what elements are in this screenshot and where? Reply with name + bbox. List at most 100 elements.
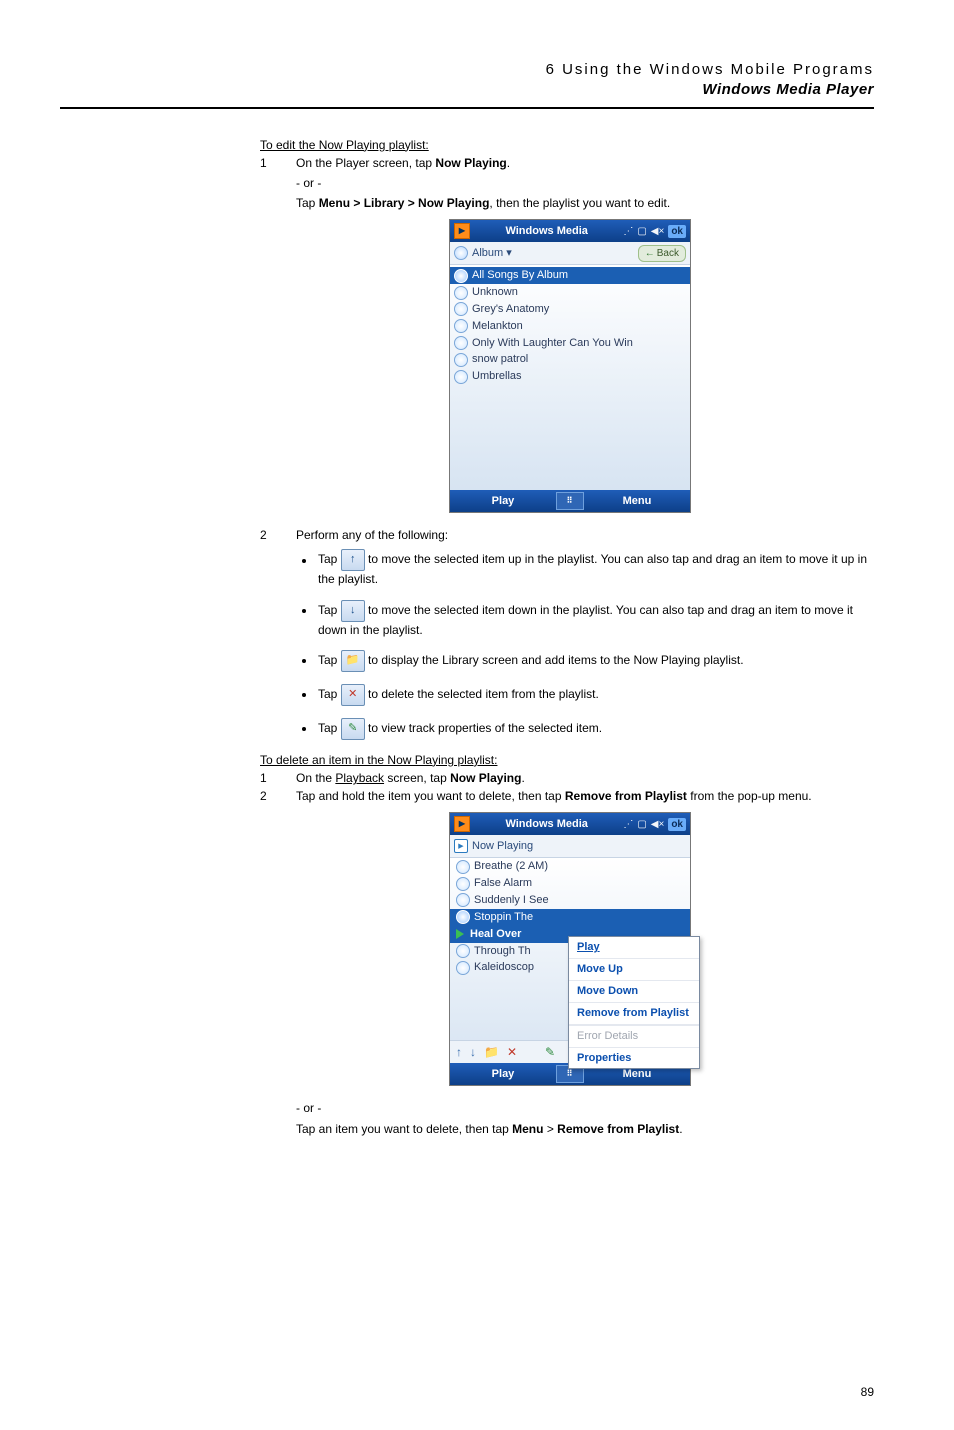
list-item[interactable]: Melankton bbox=[450, 318, 690, 335]
step-number: 1 bbox=[260, 770, 272, 786]
list-item[interactable]: False Alarm bbox=[450, 875, 690, 892]
library-body: All Songs By Album Unknown Grey's Anatom… bbox=[450, 265, 690, 490]
list-item-label: Heal Over bbox=[470, 927, 521, 942]
screenshot-library: ▶ Windows Media ⋰ ▢ ◀× ok Album ▾ ←Back … bbox=[449, 219, 691, 513]
text-bold: Now Playing bbox=[450, 771, 521, 785]
text: . bbox=[679, 1122, 682, 1136]
step-2: 2 Perform any of the following: bbox=[260, 527, 880, 543]
page-number: 89 bbox=[861, 1384, 874, 1400]
library-subbar: Album ▾ ←Back bbox=[450, 242, 690, 265]
wmp-icon: ▶ bbox=[454, 816, 470, 832]
context-menu: Play Move Up Move Down Remove from Playl… bbox=[568, 936, 700, 1069]
page-header: 6 Using the Windows Mobile Programs Wind… bbox=[60, 60, 874, 109]
note-icon bbox=[456, 961, 470, 975]
bullet-move-down: Tap ↓ to move the selected item down in … bbox=[316, 600, 880, 638]
list-item-label: snow patrol bbox=[472, 352, 528, 367]
bullet-tap: Tap bbox=[318, 687, 341, 701]
note-icon bbox=[454, 336, 468, 350]
screenshot-nowplaying: ▶ Windows Media ⋰ ▢ ◀× ok ▶ Now Playing … bbox=[449, 812, 691, 1086]
list-item[interactable]: Only With Laughter Can You Win bbox=[450, 335, 690, 352]
list-item-label: Unknown bbox=[472, 285, 518, 300]
step-number: 1 bbox=[260, 155, 272, 212]
text: . bbox=[521, 771, 524, 785]
bullet-properties: Tap ✎ to view track properties of the se… bbox=[316, 718, 880, 740]
ctx-play[interactable]: Play bbox=[569, 937, 699, 959]
list-item-label: Only With Laughter Can You Win bbox=[472, 336, 633, 351]
note-icon bbox=[456, 877, 470, 891]
tb-up-icon[interactable]: ↑ bbox=[456, 1044, 462, 1060]
step1-text-c: . bbox=[507, 156, 510, 170]
footer-tap: Tap an item you want to delete, then tap… bbox=[296, 1121, 880, 1137]
wm-title: Windows Media bbox=[474, 817, 619, 832]
tb-properties-icon[interactable]: ✎ bbox=[545, 1044, 555, 1060]
text: Tap and hold the item you want to delete… bbox=[296, 789, 565, 803]
softkey-menu[interactable]: Menu bbox=[584, 494, 690, 509]
step2-intro: Perform any of the following: bbox=[296, 527, 880, 543]
chevron-down-icon: ▾ bbox=[506, 247, 512, 259]
sip-icon[interactable]: ⠿ bbox=[556, 492, 584, 510]
album-dropdown[interactable]: Album ▾ bbox=[454, 246, 512, 261]
bullet-text: to display the Library screen and add it… bbox=[365, 653, 744, 667]
delete-step-1: 1 On the Playback screen, tap Now Playin… bbox=[260, 770, 880, 786]
list-item[interactable]: Grey's Anatomy bbox=[450, 301, 690, 318]
softkey-play[interactable]: Play bbox=[450, 494, 556, 509]
ok-button[interactable]: ok bbox=[668, 225, 686, 239]
step1-text-a: On the Player screen, tap bbox=[296, 156, 435, 170]
list-item-selected[interactable]: Stoppin The bbox=[450, 909, 690, 926]
tray-icons: ⋰ ▢ ◀× ok bbox=[623, 818, 686, 832]
bullet-delete: Tap ✕ to delete the selected item from t… bbox=[316, 684, 880, 706]
list-item[interactable]: Umbrellas bbox=[450, 368, 690, 385]
ctx-move-down[interactable]: Move Down bbox=[569, 981, 699, 1003]
ctx-move-up[interactable]: Move Up bbox=[569, 959, 699, 981]
section-delete-title: To delete an item in the Now Playing pla… bbox=[260, 752, 880, 768]
note-icon bbox=[454, 370, 468, 384]
nowplaying-icon: ▶ bbox=[454, 839, 468, 853]
header-chapter: 6 Using the Windows Mobile Programs bbox=[60, 60, 874, 80]
list-item[interactable]: Unknown bbox=[450, 284, 690, 301]
np-body: Breathe (2 AM) False Alarm Suddenly I Se… bbox=[450, 858, 690, 1063]
list-item[interactable]: Breathe (2 AM) bbox=[450, 858, 690, 875]
note-icon bbox=[456, 893, 470, 907]
np-label[interactable]: Now Playing bbox=[472, 839, 533, 854]
bullet-text: to move the selected item up in the play… bbox=[318, 553, 867, 587]
tb-down-icon[interactable]: ↓ bbox=[470, 1044, 476, 1060]
back-label: Back bbox=[657, 247, 679, 261]
wm-titlebar: ▶ Windows Media ⋰ ▢ ◀× ok bbox=[450, 813, 690, 835]
text: On the bbox=[296, 771, 335, 785]
battery-icon: ▢ bbox=[637, 818, 646, 832]
list-item[interactable]: All Songs By Album bbox=[450, 267, 690, 284]
back-button[interactable]: ←Back bbox=[638, 245, 686, 263]
text: from the pop-up menu. bbox=[687, 789, 812, 803]
play-icon bbox=[456, 929, 464, 939]
note-icon bbox=[454, 269, 468, 283]
signal-icon: ⋰ bbox=[623, 818, 633, 832]
list-item-label: Kaleidoscop bbox=[474, 960, 534, 975]
wm-title: Windows Media bbox=[474, 224, 619, 239]
header-section: Windows Media Player bbox=[60, 80, 874, 100]
text-bold: Remove from Playlist bbox=[557, 1122, 679, 1136]
back-arrow-icon: ← bbox=[645, 247, 655, 261]
step1-tap-c: , then the playlist you want to edit. bbox=[489, 196, 670, 210]
delete-step-2: 2 Tap and hold the item you want to dele… bbox=[260, 788, 880, 804]
ctx-properties[interactable]: Properties bbox=[569, 1048, 699, 1069]
bullet-text: to view track properties of the selected… bbox=[365, 721, 602, 735]
tb-delete-icon[interactable]: ✕ bbox=[507, 1044, 517, 1060]
battery-icon: ▢ bbox=[637, 225, 646, 239]
note-icon bbox=[456, 860, 470, 874]
list-item-label: Breathe (2 AM) bbox=[474, 859, 548, 874]
note-icon bbox=[454, 319, 468, 333]
text-bold: Menu bbox=[512, 1122, 543, 1136]
ctx-remove[interactable]: Remove from Playlist bbox=[569, 1003, 699, 1025]
bullet-tap: Tap bbox=[318, 653, 341, 667]
tb-library-icon[interactable]: 📁 bbox=[484, 1044, 499, 1060]
step1-tap-b: Menu > Library > Now Playing bbox=[319, 196, 490, 210]
wm-titlebar: ▶ Windows Media ⋰ ▢ ◀× ok bbox=[450, 220, 690, 242]
softkey-play[interactable]: Play bbox=[450, 1067, 556, 1082]
list-item[interactable]: Suddenly I See bbox=[450, 892, 690, 909]
text: Tap an item you want to delete, then tap bbox=[296, 1122, 512, 1136]
volume-icon: ◀× bbox=[651, 818, 665, 832]
step-1: 1 On the Player screen, tap Now Playing.… bbox=[260, 155, 880, 212]
list-item[interactable]: snow patrol bbox=[450, 351, 690, 368]
step1-or: - or - bbox=[296, 175, 880, 191]
ok-button[interactable]: ok bbox=[668, 818, 686, 832]
